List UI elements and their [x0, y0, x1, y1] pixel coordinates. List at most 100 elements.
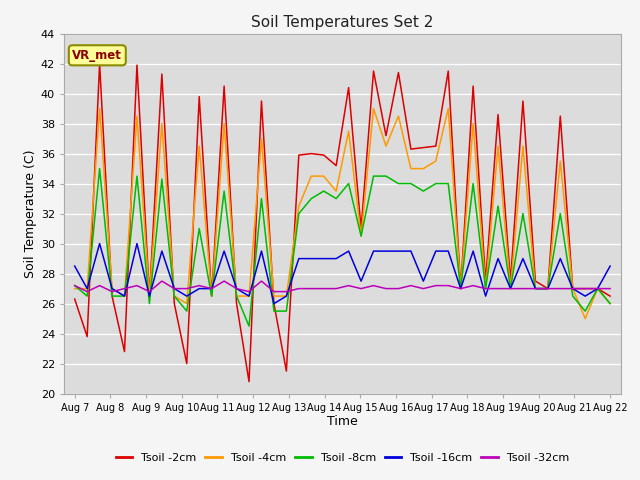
Tsoil -4cm — [320, 173, 328, 179]
Tsoil -4cm — [121, 293, 129, 299]
Tsoil -2cm — [594, 286, 602, 291]
Tsoil -32cm — [170, 286, 178, 291]
Tsoil -32cm — [145, 288, 153, 294]
Tsoil -4cm — [108, 286, 116, 291]
Tsoil -4cm — [170, 293, 178, 299]
Tsoil -2cm — [195, 94, 203, 99]
Tsoil -2cm — [170, 300, 178, 306]
Tsoil -32cm — [432, 283, 440, 288]
Tsoil -32cm — [556, 286, 564, 291]
Tsoil -32cm — [295, 286, 303, 291]
Tsoil -2cm — [457, 286, 465, 291]
Tsoil -32cm — [507, 286, 515, 291]
Tsoil -16cm — [581, 293, 589, 299]
Tsoil -32cm — [121, 286, 129, 291]
Tsoil -4cm — [395, 113, 403, 119]
Tsoil -8cm — [208, 293, 216, 299]
Tsoil -16cm — [295, 256, 303, 262]
Tsoil -8cm — [96, 166, 104, 171]
Tsoil -8cm — [183, 308, 191, 314]
Tsoil -16cm — [83, 286, 91, 291]
Tsoil -8cm — [370, 173, 378, 179]
Title: Soil Temperatures Set 2: Soil Temperatures Set 2 — [252, 15, 433, 30]
Tsoil -4cm — [208, 293, 216, 299]
Tsoil -32cm — [457, 286, 465, 291]
Tsoil -2cm — [507, 278, 515, 284]
Tsoil -8cm — [332, 196, 340, 202]
Tsoil -2cm — [295, 152, 303, 158]
Tsoil -32cm — [544, 286, 552, 291]
Tsoil -32cm — [345, 283, 353, 288]
Tsoil -32cm — [83, 288, 91, 294]
Tsoil -4cm — [370, 106, 378, 111]
Tsoil -4cm — [382, 143, 390, 149]
Tsoil -32cm — [158, 278, 166, 284]
Tsoil -2cm — [532, 278, 540, 284]
Tsoil -8cm — [170, 293, 178, 299]
Tsoil -8cm — [519, 211, 527, 216]
Tsoil -4cm — [307, 173, 315, 179]
Tsoil -16cm — [332, 256, 340, 262]
Tsoil -16cm — [395, 248, 403, 254]
Tsoil -16cm — [507, 286, 515, 291]
Tsoil -4cm — [606, 300, 614, 306]
X-axis label: Time: Time — [327, 415, 358, 429]
Tsoil -2cm — [307, 151, 315, 156]
Tsoil -16cm — [220, 248, 228, 254]
Tsoil -32cm — [395, 286, 403, 291]
Tsoil -4cm — [556, 158, 564, 164]
Tsoil -32cm — [233, 286, 241, 291]
Tsoil -16cm — [133, 240, 141, 247]
Tsoil -2cm — [158, 71, 166, 77]
Tsoil -8cm — [419, 188, 427, 194]
Tsoil -4cm — [594, 286, 602, 291]
Line: Tsoil -2cm: Tsoil -2cm — [75, 63, 610, 382]
Tsoil -4cm — [419, 166, 427, 171]
Tsoil -8cm — [270, 308, 278, 314]
Tsoil -4cm — [220, 120, 228, 126]
Tsoil -8cm — [581, 308, 589, 314]
Tsoil -16cm — [183, 293, 191, 299]
Tsoil -8cm — [507, 286, 515, 291]
Tsoil -4cm — [519, 143, 527, 149]
Tsoil -2cm — [444, 68, 452, 74]
Tsoil -32cm — [258, 278, 266, 284]
Tsoil -2cm — [245, 379, 253, 384]
Tsoil -32cm — [71, 283, 79, 288]
Tsoil -2cm — [145, 293, 153, 299]
Tsoil -2cm — [357, 226, 365, 231]
Tsoil -2cm — [581, 286, 589, 291]
Tsoil -8cm — [295, 211, 303, 216]
Tsoil -32cm — [133, 283, 141, 288]
Tsoil -8cm — [469, 180, 477, 186]
Tsoil -32cm — [532, 286, 540, 291]
Tsoil -16cm — [282, 293, 290, 299]
Tsoil -8cm — [133, 173, 141, 179]
Tsoil -4cm — [96, 106, 104, 111]
Tsoil -8cm — [482, 286, 490, 291]
Tsoil -4cm — [357, 233, 365, 239]
Line: Tsoil -4cm: Tsoil -4cm — [75, 108, 610, 319]
Tsoil -32cm — [208, 286, 216, 291]
Tsoil -8cm — [606, 300, 614, 306]
Tsoil -4cm — [544, 286, 552, 291]
Tsoil -32cm — [407, 283, 415, 288]
Tsoil -4cm — [444, 106, 452, 111]
Tsoil -2cm — [108, 293, 116, 299]
Tsoil -8cm — [569, 293, 577, 299]
Tsoil -4cm — [195, 143, 203, 149]
Tsoil -4cm — [482, 286, 490, 291]
Y-axis label: Soil Temperature (C): Soil Temperature (C) — [24, 149, 36, 278]
Tsoil -16cm — [195, 286, 203, 291]
Tsoil -16cm — [519, 256, 527, 262]
Tsoil -16cm — [208, 286, 216, 291]
Tsoil -8cm — [71, 283, 79, 288]
Tsoil -2cm — [208, 293, 216, 299]
Tsoil -16cm — [419, 278, 427, 284]
Tsoil -8cm — [108, 293, 116, 299]
Tsoil -2cm — [544, 286, 552, 291]
Tsoil -4cm — [233, 293, 241, 299]
Tsoil -16cm — [170, 286, 178, 291]
Tsoil -2cm — [258, 98, 266, 104]
Tsoil -4cm — [245, 293, 253, 299]
